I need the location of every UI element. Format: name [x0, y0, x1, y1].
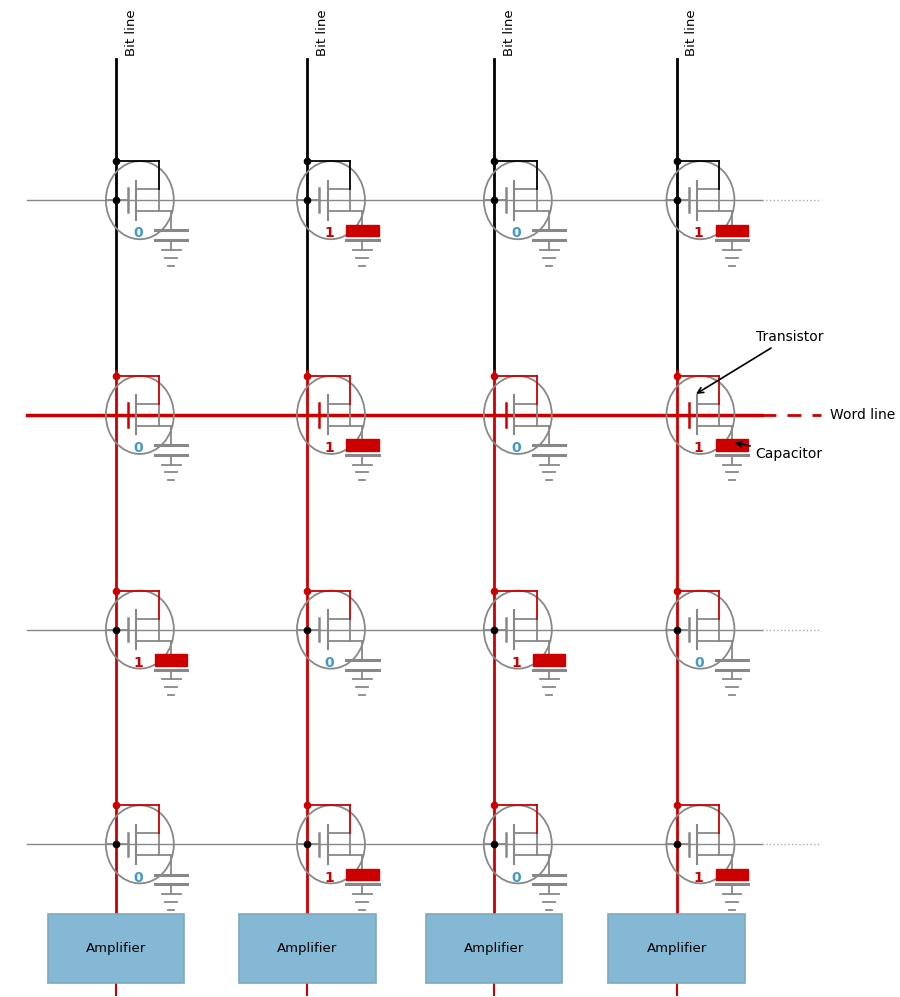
FancyBboxPatch shape [238, 914, 375, 983]
Text: Bit line: Bit line [502, 9, 516, 56]
FancyBboxPatch shape [426, 914, 562, 983]
Bar [716, 440, 748, 451]
Text: Bit line: Bit line [316, 9, 328, 56]
Text: 1: 1 [324, 441, 334, 455]
Text: 0: 0 [324, 656, 334, 670]
Text: 0: 0 [694, 656, 704, 670]
Text: 1: 1 [324, 226, 334, 240]
Text: Transistor: Transistor [698, 330, 824, 393]
Text: 0: 0 [511, 870, 521, 884]
Bar [716, 224, 748, 236]
Bar [533, 654, 565, 666]
Text: 1: 1 [324, 870, 334, 884]
Text: 0: 0 [133, 226, 143, 240]
Text: Bit line: Bit line [124, 9, 138, 56]
Bar [716, 868, 748, 880]
Text: 1: 1 [511, 656, 521, 670]
Text: 1: 1 [133, 656, 143, 670]
FancyBboxPatch shape [48, 914, 184, 983]
Text: 0: 0 [133, 441, 143, 455]
Text: 0: 0 [133, 870, 143, 884]
Bar [346, 440, 379, 451]
Bar [346, 224, 379, 236]
FancyBboxPatch shape [608, 914, 745, 983]
Text: Amplifier: Amplifier [464, 942, 524, 955]
Text: Bit line: Bit line [685, 9, 698, 56]
Bar [155, 654, 187, 666]
Text: Capacitor: Capacitor [736, 442, 823, 461]
Text: Amplifier: Amplifier [646, 942, 706, 955]
Text: 1: 1 [694, 870, 704, 884]
Text: 0: 0 [511, 226, 521, 240]
Text: 1: 1 [694, 441, 704, 455]
Text: Word line: Word line [830, 408, 895, 422]
Bar [346, 868, 379, 880]
Text: 0: 0 [511, 441, 521, 455]
Text: Amplifier: Amplifier [277, 942, 338, 955]
Text: 1: 1 [694, 226, 704, 240]
Text: Amplifier: Amplifier [86, 942, 146, 955]
